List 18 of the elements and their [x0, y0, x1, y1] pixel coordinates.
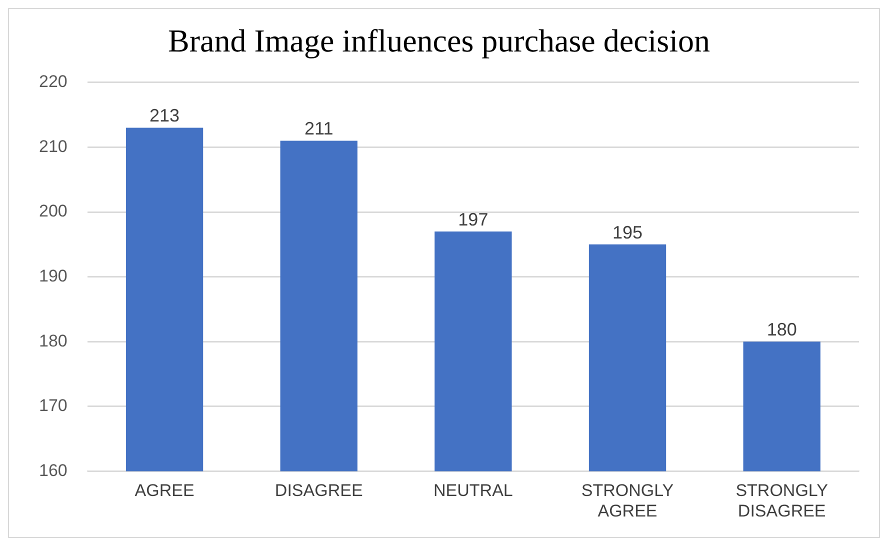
x-tick-label: DISAGREE	[274, 481, 363, 500]
y-tick-label: 190	[38, 266, 68, 286]
data-label: 180	[766, 320, 797, 340]
y-tick-label: 200	[38, 202, 68, 221]
x-tick-label: STRONGLY DISAGREE	[736, 481, 828, 520]
x-tick-label: STRONGLY AGREE	[581, 481, 674, 520]
chart-title: Brand Image influences purchase decision	[168, 22, 710, 59]
data-label: 213	[150, 106, 180, 126]
data-label: 197	[458, 209, 488, 230]
y-tick-label: 170	[38, 396, 68, 416]
y-tick-label: 180	[38, 331, 68, 350]
data-label: 195	[612, 222, 643, 242]
y-tick-label: 210	[38, 136, 68, 156]
y-tick-label: 160	[38, 460, 68, 480]
x-tick-label: AGREE	[134, 481, 194, 500]
data-label: 211	[304, 118, 334, 139]
x-tick-label: NEUTRAL	[434, 481, 513, 500]
y-tick-label: 220	[38, 72, 68, 92]
